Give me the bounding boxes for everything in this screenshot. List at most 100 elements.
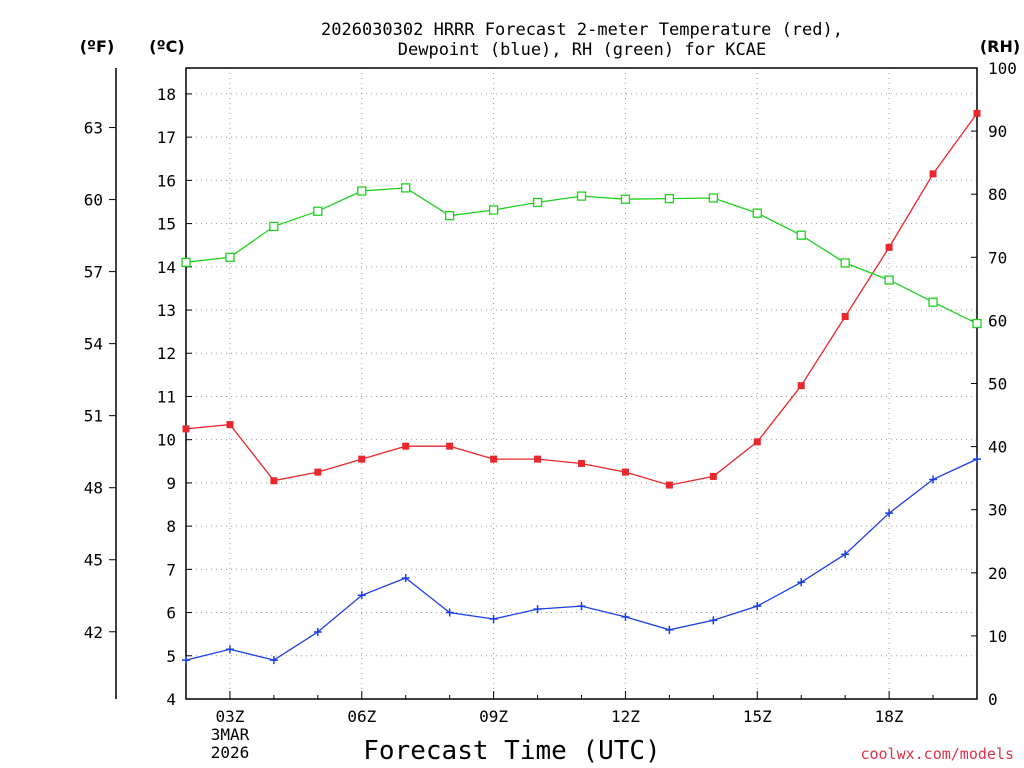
celsius-tick-label: 5 [166,647,176,666]
temperature-point [490,455,498,463]
celsius-tick-label: 17 [157,128,176,147]
celsius-unit-label: (ºC) [149,37,184,56]
rh-point [928,297,938,307]
temperature-point [446,442,454,450]
temperature-line [185,113,978,486]
x-axis-title: Forecast Time (UTC) [363,736,660,766]
rh-point [401,183,411,193]
rh-point [488,205,499,215]
x-tick-label: 03Z [215,707,244,726]
rh-tick-label: 100 [988,59,1017,78]
celsius-tick-label: 9 [166,474,176,493]
temperature-point [753,438,761,446]
rh-point [313,206,323,216]
temperature-point [621,468,629,476]
x-tick-label: 06Z [347,707,376,726]
rh-tick-label: 20 [988,564,1007,583]
x-tick-label: 18Z [875,707,904,726]
celsius-tick-label: 14 [157,258,176,277]
rh-point [620,194,631,204]
rh-point [357,186,367,196]
celsius-tick-label: 6 [166,604,176,623]
rh-point [269,221,279,232]
temperature-point [885,243,893,251]
rh-tick-label: 60 [988,311,1007,330]
celsius-tick-label: 18 [157,85,176,104]
celsius-tick-label: 8 [166,517,176,536]
x-tick-label: 15Z [743,707,772,726]
rh-point [576,191,587,201]
fahrenheit-tick-label: 51 [84,407,103,426]
fahrenheit-tick-label: 63 [84,119,103,138]
rh-tick-label: 70 [988,248,1007,267]
rh-tick-label: 80 [988,185,1007,204]
rh-point [884,275,894,285]
credit-text: coolwx.com/models [860,745,1014,763]
fahrenheit-unit-label: (ºF) [80,37,115,56]
rh-point [532,197,543,208]
date-label-year: 2026 [211,743,250,762]
rh-line [185,187,978,325]
rh-tick-label: 0 [988,690,998,709]
chart-title-line-2: Dewpoint (blue), RH (green) for KCAE [398,40,766,60]
dewpoint-point [225,645,234,654]
dewpoint-point [533,605,542,614]
fahrenheit-tick-label: 48 [84,479,103,498]
rh-point [664,193,675,204]
x-tick-label: 12Z [611,707,640,726]
temperature-point [402,442,410,450]
dewpoint-point [401,573,410,582]
rh-point [796,230,806,240]
axes: 4567891011121314151617184245485154576063… [84,59,1017,726]
celsius-tick-label: 16 [157,171,176,190]
rh-tick-label: 30 [988,501,1007,520]
grid-lines [186,68,977,700]
temperature-point [226,421,234,429]
series [181,109,982,665]
chart-title-line-1: 2026030302 HRRR Forecast 2-meter Tempera… [321,20,843,40]
rh-point [840,258,850,268]
temperature-point [797,382,805,390]
temperature-point [182,425,190,433]
temperature-point [929,170,937,178]
fahrenheit-tick-label: 42 [84,623,103,642]
temperature-point [578,459,585,467]
dewpoint-point [489,615,498,624]
temperature-point [358,455,366,463]
dewpoint-point [621,612,630,621]
rh-point [181,257,191,267]
temperature-point [534,455,542,463]
temperature-point [270,477,278,485]
temperature-point [841,313,849,321]
temperature-point [709,472,717,480]
dewpoint-point [841,550,850,559]
dewpoint-point [269,656,278,665]
fahrenheit-tick-label: 60 [84,191,103,210]
rh-point [972,318,982,329]
rh-point [752,208,762,218]
temperature-point [973,109,981,117]
celsius-tick-label: 13 [157,301,176,320]
temperature-point [314,468,322,476]
rh-point [708,193,718,203]
fahrenheit-tick-label: 45 [84,551,103,570]
dewpoint-point [973,455,981,464]
rh-tick-label: 10 [988,627,1007,646]
celsius-tick-label: 4 [166,690,176,709]
fahrenheit-tick-label: 57 [84,263,103,282]
rh-unit-label: (RH) [980,37,1020,56]
rh-point [225,252,235,262]
celsius-tick-label: 15 [157,215,176,234]
fahrenheit-tick-label: 54 [84,335,103,354]
celsius-tick-label: 11 [157,387,176,406]
dewpoint-point [445,608,454,617]
rh-tick-label: 40 [988,438,1007,457]
dewpoint-point [665,625,674,634]
dewpoint-point [797,578,806,587]
dewpoint-point [182,656,190,665]
dewpoint-point [357,591,366,600]
dewpoint-point [709,616,718,625]
celsius-tick-label: 10 [157,431,176,450]
celsius-tick-label: 7 [166,560,176,579]
